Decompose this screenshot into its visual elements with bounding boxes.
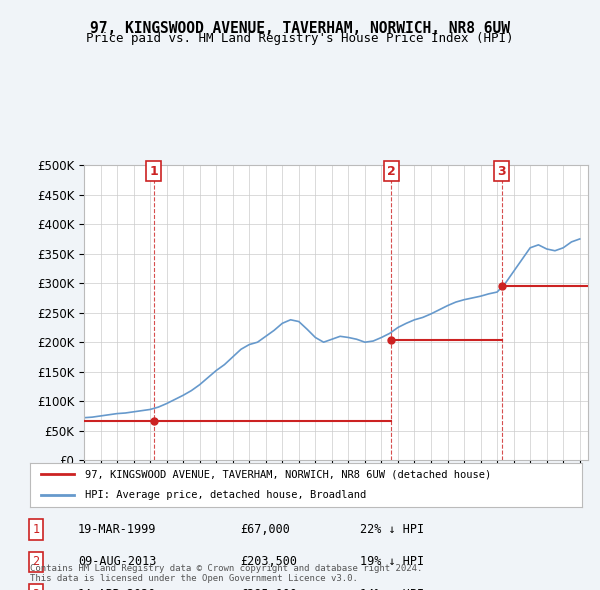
Text: 97, KINGSWOOD AVENUE, TAVERHAM, NORWICH, NR8 6UW: 97, KINGSWOOD AVENUE, TAVERHAM, NORWICH,… [90, 21, 510, 35]
Text: 1: 1 [32, 523, 40, 536]
Text: 14-APR-2020: 14-APR-2020 [78, 588, 157, 590]
Text: £295,000: £295,000 [240, 588, 297, 590]
Text: 19-MAR-1999: 19-MAR-1999 [78, 523, 157, 536]
Text: £203,500: £203,500 [240, 555, 297, 569]
Text: 2: 2 [32, 555, 40, 569]
Text: 97, KINGSWOOD AVENUE, TAVERHAM, NORWICH, NR8 6UW (detached house): 97, KINGSWOOD AVENUE, TAVERHAM, NORWICH,… [85, 469, 491, 479]
Text: HPI: Average price, detached house, Broadland: HPI: Average price, detached house, Broa… [85, 490, 367, 500]
Text: Contains HM Land Registry data © Crown copyright and database right 2024.
This d: Contains HM Land Registry data © Crown c… [30, 563, 422, 583]
Text: 19% ↓ HPI: 19% ↓ HPI [360, 555, 424, 569]
Text: 09-AUG-2013: 09-AUG-2013 [78, 555, 157, 569]
Text: £67,000: £67,000 [240, 523, 290, 536]
Text: 1: 1 [149, 165, 158, 178]
Text: Price paid vs. HM Land Registry's House Price Index (HPI): Price paid vs. HM Land Registry's House … [86, 32, 514, 45]
Text: 14% ↓ HPI: 14% ↓ HPI [360, 588, 424, 590]
Text: 2: 2 [387, 165, 396, 178]
Text: 22% ↓ HPI: 22% ↓ HPI [360, 523, 424, 536]
Text: 3: 3 [32, 588, 40, 590]
Text: 3: 3 [497, 165, 506, 178]
